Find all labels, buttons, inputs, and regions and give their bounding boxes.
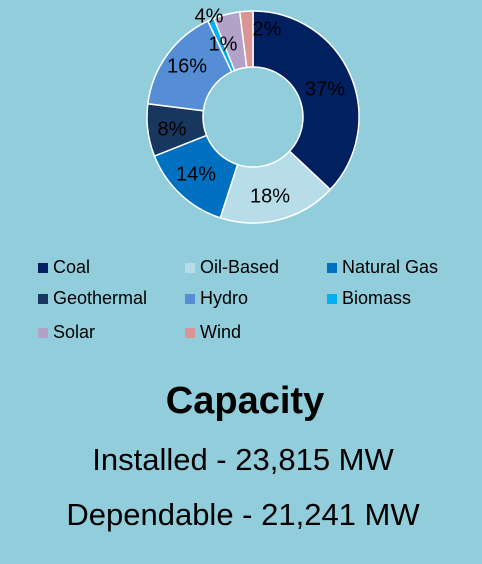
footer-line: Dependable - 21,241 MW [66, 497, 420, 532]
legend-label: Oil-Based [200, 257, 279, 277]
data-label: 16% [167, 55, 207, 77]
legend-label: Hydro [200, 288, 248, 308]
slice [238, 10, 254, 69]
data-label: 18% [250, 185, 290, 207]
legend-label: Coal [53, 257, 90, 277]
data-label: 1% [209, 33, 238, 55]
legend-swatch [38, 263, 48, 273]
legend-swatch [327, 263, 337, 273]
data-label: 37% [305, 78, 345, 100]
data-label: 2% [253, 18, 282, 40]
legend: Coal Oil-Based Natural Gas Geothermal Hydro B… [38, 257, 438, 342]
legend-swatch [185, 294, 195, 304]
data-label: 14% [176, 163, 216, 185]
legend-label: Biomass [342, 288, 411, 308]
legend-label: Solar [53, 322, 95, 342]
legend-swatch [38, 294, 48, 304]
data-label: 4% [195, 5, 224, 27]
legend-label: Geothermal [53, 288, 147, 308]
legend-swatch [185, 263, 195, 273]
donut: 37% 18% 14% 8% 16%1% 4% 2% [146, 5, 360, 224]
legend-swatch [38, 328, 48, 338]
data-label: 8% [158, 118, 187, 140]
footer-title: Capacity [166, 380, 324, 422]
slice [252, 10, 360, 191]
legend-swatch [327, 294, 337, 304]
footer-line: Installed - 23,815 MW [92, 442, 394, 477]
legend-swatch [185, 328, 195, 338]
legend-label: Wind [200, 322, 241, 342]
legend-label: Natural Gas [342, 257, 438, 277]
